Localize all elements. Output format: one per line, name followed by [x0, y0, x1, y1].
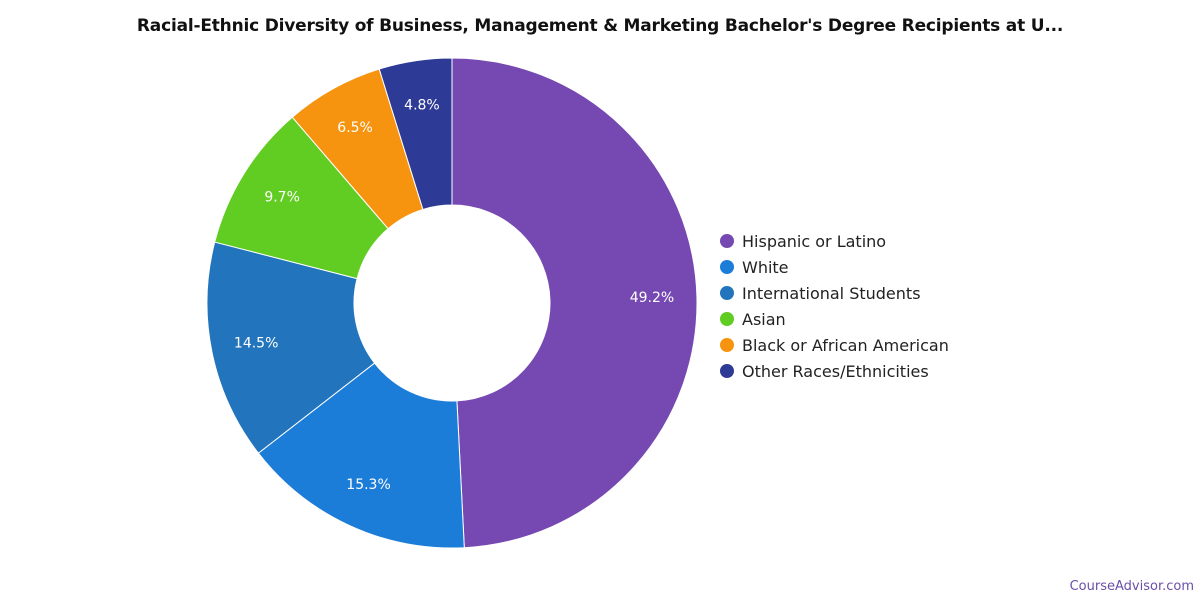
legend-swatch: [720, 338, 734, 352]
slice-value-label: 9.7%: [264, 189, 300, 205]
legend-item: Black or African American: [720, 332, 949, 358]
legend-item: Hispanic or Latino: [720, 228, 949, 254]
legend-label: Other Races/Ethnicities: [742, 361, 929, 381]
legend-label: Asian: [742, 309, 786, 329]
legend-item: Other Races/Ethnicities: [720, 358, 949, 384]
slice-value-label: 6.5%: [337, 120, 373, 136]
legend-swatch: [720, 234, 734, 248]
slice-international-students: [206, 241, 376, 454]
chart-title: Racial-Ethnic Diversity of Business, Man…: [136, 16, 1064, 36]
legend-swatch: [720, 286, 734, 300]
legend-label: Black or African American: [742, 335, 949, 355]
legend-label: International Students: [742, 283, 921, 303]
legend-swatch: [720, 312, 734, 326]
legend-item: International Students: [720, 280, 949, 306]
watermark: CourseAdvisor.com: [1069, 579, 1194, 594]
legend-label: Hispanic or Latino: [742, 231, 887, 251]
slice-hispanic-or-latino: [451, 57, 698, 549]
slice-other-races-ethnicities: [378, 57, 453, 211]
legend-label: White: [742, 257, 789, 277]
legend-swatch: [720, 260, 734, 274]
slice-value-label: 4.8%: [404, 97, 440, 113]
legend-item: White: [720, 254, 949, 280]
slice-white: [257, 362, 465, 549]
chart-legend: Hispanic or Latino White International Stu…: [720, 228, 949, 384]
legend-item: Asian: [720, 306, 949, 332]
slice-value-label: 14.5%: [234, 336, 278, 352]
slice-value-label: 49.2%: [630, 290, 674, 306]
legend-swatch: [720, 364, 734, 378]
slice-value-label: 15.3%: [346, 477, 390, 493]
